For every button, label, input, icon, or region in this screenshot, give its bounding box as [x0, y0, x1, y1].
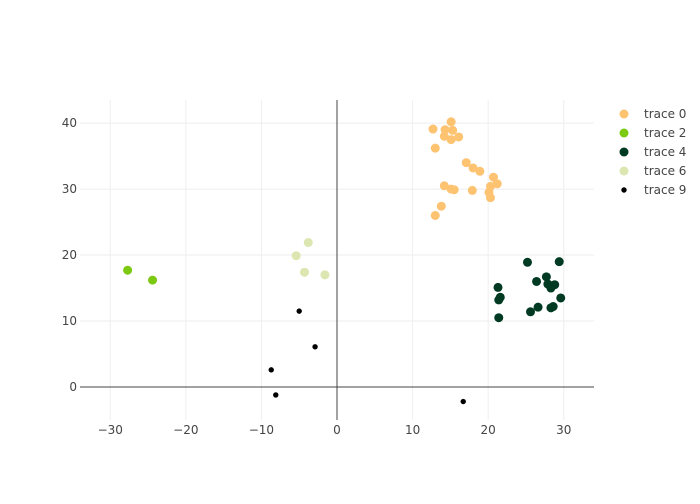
data-point — [439, 181, 449, 191]
x-tick-label: 0 — [333, 423, 341, 437]
y-tick-label: 30 — [62, 182, 77, 196]
y-axis-ticks: 0 10 20 30 40 — [62, 116, 77, 394]
data-point — [522, 257, 532, 267]
series-trace-0 — [428, 117, 502, 220]
data-point — [468, 163, 478, 173]
data-point — [554, 257, 564, 267]
legend-marker — [619, 109, 629, 119]
data-point — [296, 308, 302, 314]
legend-marker — [619, 166, 629, 176]
legend-marker — [619, 147, 629, 157]
data-point — [460, 398, 466, 405]
x-tick-label: 30 — [556, 423, 571, 437]
data-point — [303, 238, 313, 248]
data-point — [430, 210, 440, 220]
x-tick-label: 10 — [405, 423, 420, 437]
data-point — [532, 276, 542, 286]
data-point — [454, 132, 464, 142]
legend-marker — [621, 187, 627, 193]
data-point — [446, 135, 456, 145]
legend-item[interactable]: trace 0 — [619, 107, 687, 121]
data-point — [494, 295, 504, 305]
data-point — [273, 392, 279, 398]
x-axis-ticks: −30 −20 −10 0 10 20 30 — [98, 423, 572, 437]
data-point — [493, 282, 503, 292]
legend-label: trace 9 — [644, 183, 686, 197]
data-point — [467, 185, 477, 195]
data-point — [291, 251, 301, 261]
data-point — [449, 185, 459, 195]
data-point — [556, 293, 566, 303]
data-point — [448, 125, 458, 135]
legend-label: trace 2 — [644, 126, 686, 140]
series-trace-6 — [291, 238, 330, 280]
data-point — [428, 124, 438, 134]
data-point — [148, 275, 158, 285]
legend-label: trace 6 — [644, 164, 686, 178]
data-point — [440, 125, 450, 135]
data-point — [485, 193, 495, 203]
legend-label: trace 4 — [644, 145, 686, 159]
data-point — [446, 117, 456, 127]
y-tick-label: 0 — [69, 380, 77, 394]
legend-item[interactable]: trace 4 — [619, 145, 687, 159]
data-point — [492, 179, 502, 189]
legend-label: trace 0 — [644, 107, 686, 121]
data-point — [299, 267, 309, 277]
x-tick-label: −10 — [249, 423, 274, 437]
data-point — [541, 272, 551, 282]
zero-lines — [80, 100, 594, 420]
legend-item[interactable]: trace 2 — [619, 126, 687, 140]
data-point — [494, 313, 504, 323]
legend-item[interactable]: trace 9 — [621, 183, 686, 197]
data-point — [546, 283, 556, 293]
y-tick-label: 20 — [62, 248, 77, 262]
series-trace-4 — [493, 257, 566, 323]
series-trace-2 — [123, 265, 158, 285]
data-point — [320, 270, 330, 280]
series-trace-9 — [268, 308, 466, 405]
legend-item[interactable]: trace 6 — [619, 164, 687, 178]
data-point — [430, 143, 440, 153]
data-point — [526, 307, 536, 317]
data-point — [123, 265, 133, 275]
data-point — [268, 367, 274, 373]
legend-marker — [619, 128, 629, 138]
data-point — [439, 131, 449, 141]
data-point — [546, 303, 556, 313]
data-points — [123, 117, 566, 405]
y-tick-label: 10 — [62, 314, 77, 328]
y-tick-label: 40 — [62, 116, 77, 130]
data-point — [488, 172, 498, 182]
x-tick-label: 20 — [481, 423, 496, 437]
data-point — [461, 158, 471, 168]
x-tick-label: −20 — [173, 423, 198, 437]
data-point — [312, 344, 318, 350]
x-tick-label: −30 — [98, 423, 123, 437]
data-point — [436, 201, 446, 211]
data-point — [475, 166, 485, 176]
legend[interactable]: trace 0 trace 2 trace 4 trace 6 trace 9 — [619, 107, 687, 197]
data-point — [533, 302, 543, 312]
